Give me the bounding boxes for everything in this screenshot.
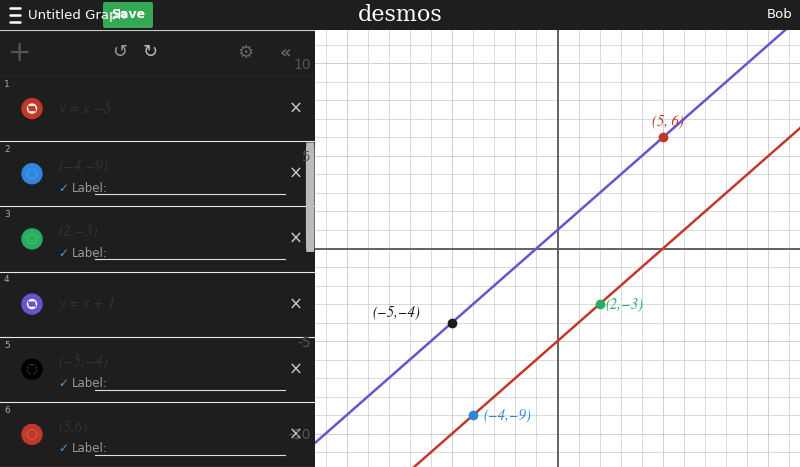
Circle shape <box>28 235 36 243</box>
Text: ×: × <box>289 165 303 183</box>
Text: (−5,−4): (−5,−4) <box>373 304 421 319</box>
Text: y = x + 1: y = x + 1 <box>58 297 115 311</box>
FancyBboxPatch shape <box>103 2 153 28</box>
Circle shape <box>22 294 42 314</box>
Text: Label:: Label: <box>72 377 108 390</box>
Text: (−5,−4): (−5,−4) <box>58 354 108 368</box>
Text: (5,6): (5,6) <box>58 419 87 434</box>
Text: Label:: Label: <box>72 182 108 195</box>
Text: ×: × <box>289 295 303 313</box>
Text: (5, 6): (5, 6) <box>652 114 684 128</box>
Text: ↺: ↺ <box>113 43 127 61</box>
Text: ✓: ✓ <box>58 182 68 195</box>
Circle shape <box>22 164 42 184</box>
Text: 1: 1 <box>4 80 10 89</box>
Circle shape <box>28 430 36 439</box>
Text: ×: × <box>289 360 303 378</box>
Circle shape <box>22 99 42 119</box>
Text: ✓: ✓ <box>58 377 68 390</box>
Text: desmos: desmos <box>358 4 442 26</box>
Circle shape <box>28 235 36 243</box>
Text: ×: × <box>289 230 303 248</box>
Circle shape <box>22 425 42 445</box>
Circle shape <box>28 430 36 439</box>
Text: y = x −5: y = x −5 <box>58 101 111 116</box>
Text: Label:: Label: <box>72 442 108 455</box>
Text: ×: × <box>289 425 303 444</box>
Text: (−4,−9): (−4,−9) <box>484 408 531 422</box>
Text: ×: × <box>289 99 303 118</box>
Circle shape <box>28 365 36 374</box>
Text: (2,−3): (2,−3) <box>58 224 98 238</box>
Text: 6: 6 <box>4 406 10 415</box>
Text: 5: 5 <box>4 340 10 350</box>
Circle shape <box>28 365 36 374</box>
Text: (2,−3): (2,−3) <box>605 297 643 311</box>
Text: ✓: ✓ <box>58 247 68 260</box>
Text: ✓: ✓ <box>58 442 68 455</box>
Circle shape <box>28 170 36 178</box>
Text: «: « <box>279 44 291 62</box>
Text: +: + <box>8 39 32 67</box>
Text: 4: 4 <box>4 276 10 284</box>
Circle shape <box>27 104 37 113</box>
Text: Bob: Bob <box>766 8 792 21</box>
Text: ⚙: ⚙ <box>237 44 253 62</box>
Text: Save: Save <box>111 8 145 21</box>
Text: (−4,−9): (−4,−9) <box>58 159 108 173</box>
Circle shape <box>27 300 37 309</box>
Circle shape <box>22 229 42 249</box>
Text: Untitled Graph: Untitled Graph <box>28 8 126 21</box>
Text: 3: 3 <box>4 210 10 219</box>
Text: 2: 2 <box>4 145 10 154</box>
Circle shape <box>28 170 36 178</box>
Text: ↻: ↻ <box>142 43 158 61</box>
Text: Label:: Label: <box>72 247 108 260</box>
FancyBboxPatch shape <box>306 142 314 252</box>
Circle shape <box>22 359 42 379</box>
